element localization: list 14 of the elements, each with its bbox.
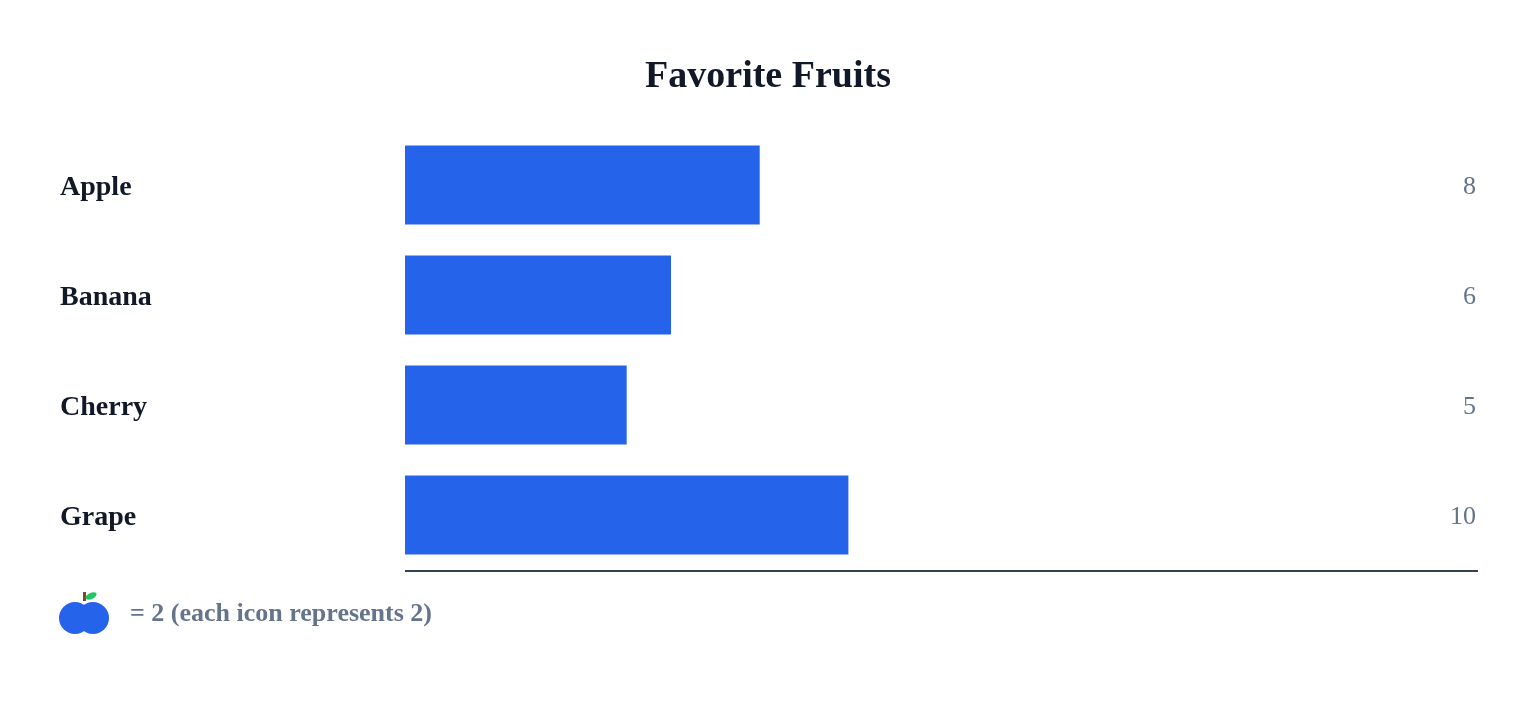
data-label: 10 (1450, 501, 1476, 530)
bar (405, 145, 760, 225)
data-label: 5 (1463, 391, 1476, 420)
y-tick-label: Apple (60, 170, 132, 201)
data-label: 6 (1463, 281, 1476, 310)
y-tick-label: Banana (60, 280, 152, 311)
y-tick-label: Cherry (60, 390, 148, 421)
chart-title: Favorite Fruits (645, 52, 891, 95)
bar (405, 255, 672, 335)
y-tick-label: Grape (60, 500, 137, 531)
data-label: 8 (1463, 171, 1476, 200)
bar (405, 475, 849, 555)
bar (405, 365, 627, 445)
text: = 2 (each icon represents 2) (130, 598, 432, 628)
